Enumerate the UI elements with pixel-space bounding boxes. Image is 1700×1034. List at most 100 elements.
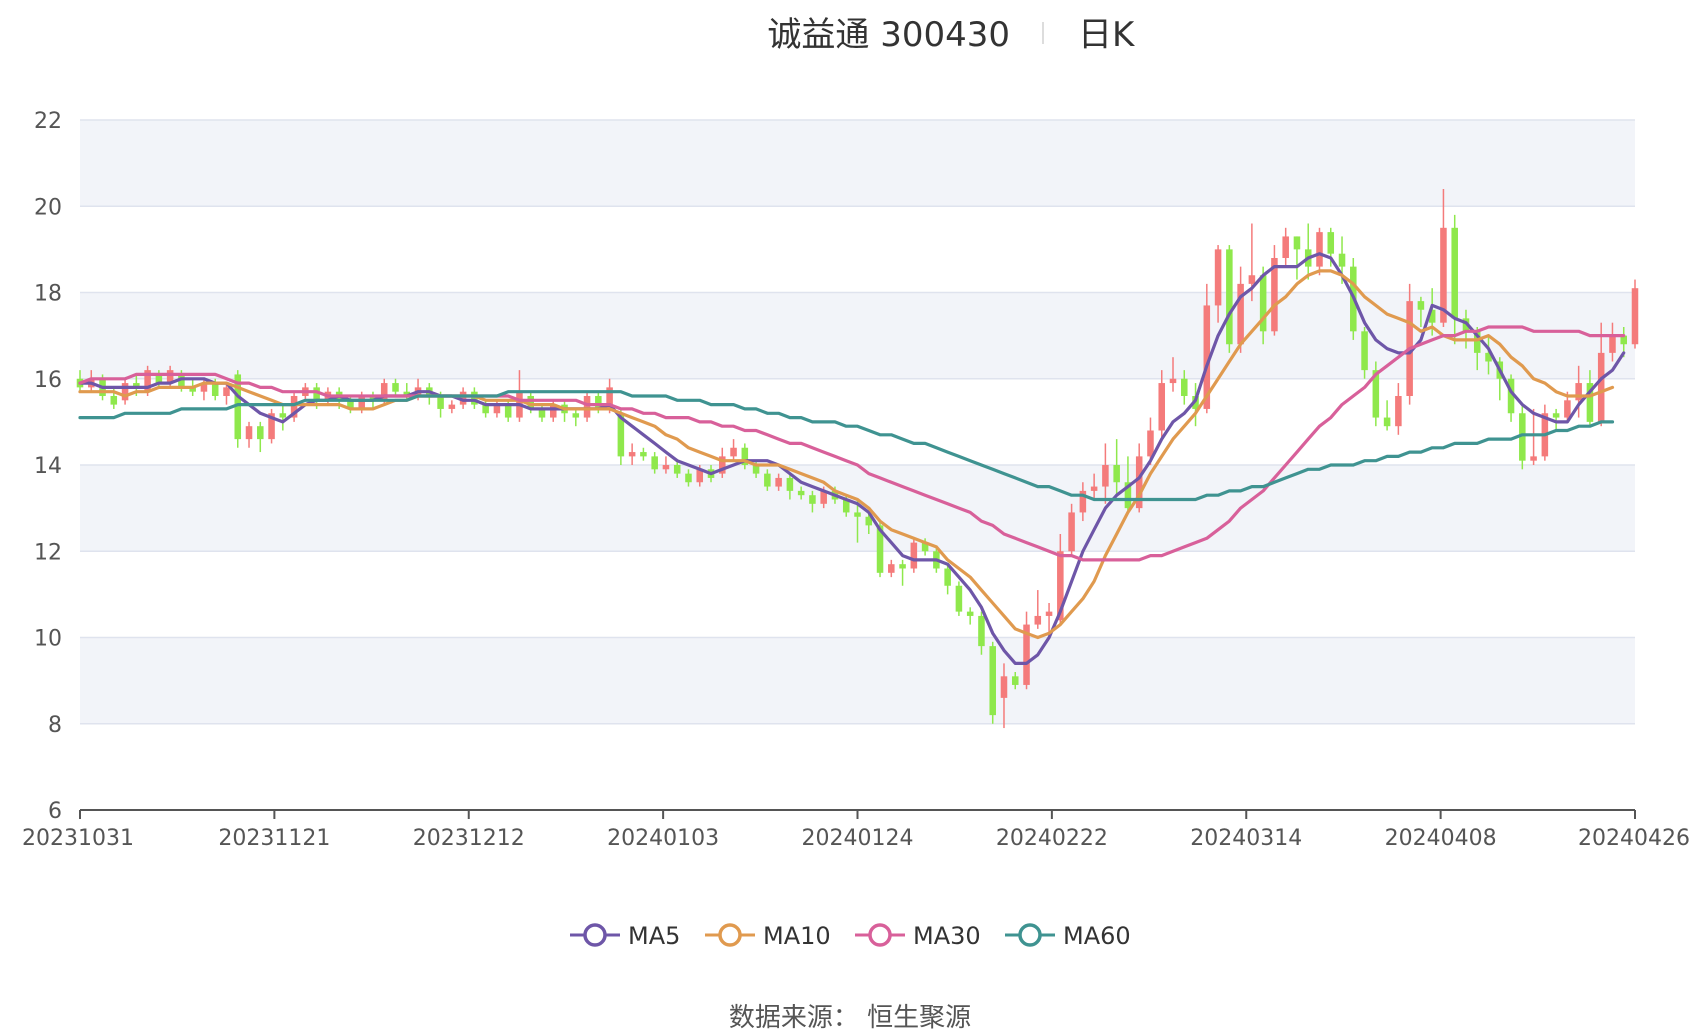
candle-body — [640, 452, 647, 457]
candle-body — [854, 512, 861, 517]
candle-up — [290, 391, 298, 422]
candle-down — [764, 469, 771, 491]
candle-body — [899, 564, 906, 569]
candle-body — [482, 404, 489, 414]
legend-label: MA5 — [628, 922, 680, 950]
candle-up — [1203, 283, 1211, 414]
candlesticks — [76, 189, 1639, 729]
candle-body — [538, 408, 546, 418]
candle-body — [978, 615, 985, 647]
candle-body — [1485, 352, 1492, 362]
legend-item-ma60[interactable]: MA60 — [1005, 922, 1131, 950]
candle-up — [1395, 383, 1402, 435]
candle-body — [1620, 335, 1627, 345]
candle-up — [910, 538, 918, 573]
candle-down — [392, 378, 399, 396]
candle-body — [133, 383, 140, 388]
candle-up — [1282, 227, 1289, 267]
candle-body — [1034, 615, 1042, 625]
candle-body — [1090, 486, 1098, 491]
candle-body — [1631, 288, 1639, 345]
candle-down — [651, 452, 658, 474]
candle-up — [121, 378, 129, 405]
x-tick-label: 20231121 — [218, 826, 330, 851]
y-tick-label: 16 — [34, 368, 62, 393]
y-tick-label: 10 — [34, 627, 62, 652]
ma30-line — [78, 325, 1626, 562]
candle-up — [719, 447, 726, 478]
candle-body — [820, 490, 827, 504]
candle-body — [1181, 378, 1188, 396]
candle-body — [1395, 396, 1402, 427]
candle-body — [1113, 465, 1120, 483]
candle-up — [1023, 611, 1030, 690]
candle-body — [1068, 512, 1075, 552]
candle-down — [944, 564, 951, 595]
candle-body — [842, 499, 850, 513]
candle-body — [121, 383, 129, 401]
chart-title: 诚益通 300430 日K — [767, 15, 1136, 55]
candle-body — [268, 413, 275, 440]
legend-marker-icon — [1018, 923, 1042, 947]
ma60-line — [78, 390, 1615, 502]
candle-body — [673, 465, 681, 474]
candle-body — [775, 477, 782, 487]
candle-down — [955, 581, 963, 616]
candle-up — [1609, 322, 1616, 362]
legend-item-ma5[interactable]: MA5 — [570, 922, 680, 950]
candle-body — [1507, 378, 1515, 414]
candle-body — [290, 396, 298, 418]
y-tick-label: 8 — [48, 713, 62, 738]
x-axis: 20231031 20231121 20231212 20240103 20240124… — [22, 809, 1690, 851]
candle-up — [1530, 408, 1537, 465]
candle-body — [696, 469, 704, 483]
candle-body — [1440, 227, 1447, 323]
candle-up — [245, 421, 253, 448]
candle-body — [921, 542, 929, 552]
candle-down — [1519, 404, 1526, 470]
candle-up — [1068, 503, 1075, 556]
candle-up — [268, 408, 275, 444]
candle-up — [223, 383, 230, 405]
candle-down — [538, 404, 546, 422]
candle-body — [651, 456, 658, 470]
candle-body — [910, 542, 918, 569]
candle-body — [223, 387, 230, 396]
candle-body — [1372, 370, 1380, 418]
candle-body — [166, 370, 174, 384]
legend: MA5 MA10 MA30 MA60 — [570, 922, 1131, 950]
x-tick-label: 20240124 — [802, 826, 914, 851]
candle-body — [1102, 465, 1109, 487]
candle-up — [730, 439, 737, 461]
candle-body — [1271, 258, 1278, 332]
y-tick-label: 6 — [48, 799, 62, 824]
candle-up — [1102, 443, 1109, 504]
candle-down — [741, 443, 749, 470]
chart-period[interactable]: 日K — [1078, 15, 1136, 55]
candle-body — [1203, 305, 1211, 409]
candle-down — [865, 512, 873, 534]
candle-body — [1045, 611, 1053, 616]
candle-down — [899, 559, 906, 586]
candle-body — [1135, 456, 1143, 509]
legend-item-ma10[interactable]: MA10 — [705, 922, 831, 950]
candle-up — [1575, 365, 1582, 418]
candle-up — [628, 443, 636, 465]
candle-body — [1383, 417, 1391, 427]
candle-down — [1586, 370, 1594, 427]
candle-body — [1417, 301, 1425, 310]
y-tick-label: 12 — [34, 540, 62, 565]
candle-up — [1631, 279, 1639, 349]
candle-up — [448, 400, 456, 414]
legend-item-ma30[interactable]: MA30 — [855, 922, 981, 950]
candle-down — [1372, 361, 1380, 427]
candle-body — [527, 396, 534, 409]
candle-body — [1000, 676, 1008, 698]
candle-body — [1282, 236, 1289, 258]
candle-body — [1609, 335, 1616, 353]
candle-body — [437, 396, 444, 409]
candle-body — [403, 391, 411, 396]
candle-down — [471, 387, 478, 409]
candle-up — [1079, 482, 1087, 522]
